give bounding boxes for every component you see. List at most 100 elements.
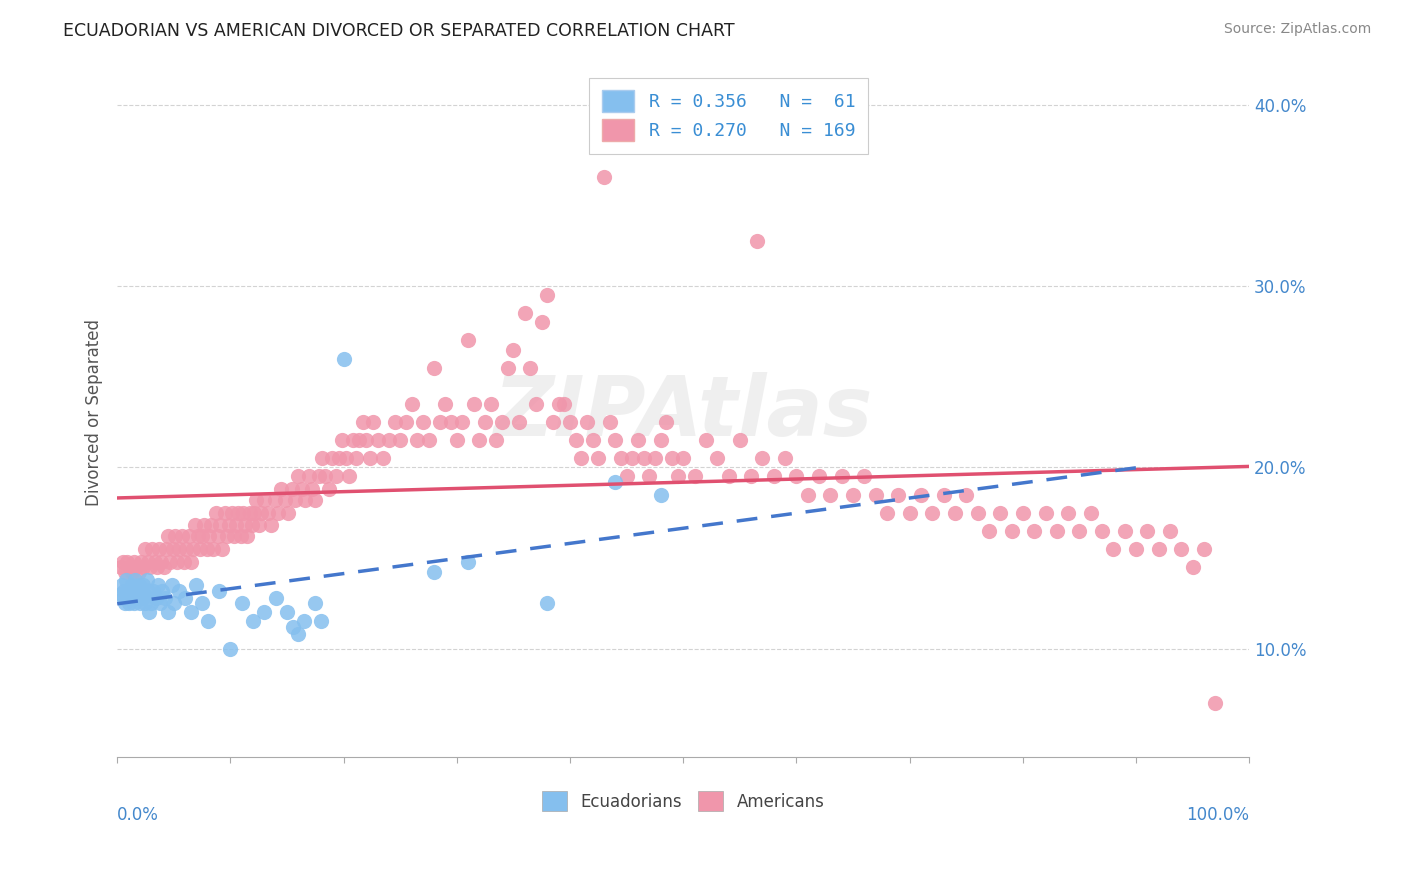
Point: [335, 451, 357, 466]
Y-axis label: Divorced or Separated: Divorced or Separated: [86, 319, 103, 507]
Point: [921, 506, 943, 520]
Point: [301, 482, 323, 496]
Point: [1136, 524, 1159, 538]
Point: [434, 397, 457, 411]
Point: [152, 583, 174, 598]
Point: [242, 615, 264, 629]
Point: [842, 487, 865, 501]
Point: [496, 360, 519, 375]
Point: [186, 578, 208, 592]
Point: [191, 529, 214, 543]
Point: [284, 493, 307, 508]
Point: [149, 596, 172, 610]
Point: [463, 397, 485, 411]
Point: [276, 606, 298, 620]
Point: [174, 541, 197, 556]
Point: [683, 469, 706, 483]
Point: [159, 555, 181, 569]
Point: [876, 506, 898, 520]
Point: [519, 360, 541, 375]
Point: [111, 555, 134, 569]
Point: [135, 573, 157, 587]
Point: [977, 524, 1000, 538]
Point: [253, 606, 276, 620]
Point: [169, 583, 191, 598]
Point: [485, 433, 508, 447]
Point: [638, 469, 661, 483]
Point: [378, 433, 401, 447]
Point: [610, 451, 633, 466]
Point: [373, 451, 395, 466]
Point: [423, 566, 446, 580]
Text: ECUADORIAN VS AMERICAN DIVORCED OR SEPARATED CORRELATION CHART: ECUADORIAN VS AMERICAN DIVORCED OR SEPAR…: [63, 22, 735, 40]
Point: [1080, 506, 1102, 520]
Point: [1024, 524, 1046, 538]
Point: [122, 596, 145, 610]
Point: [232, 506, 254, 520]
Point: [650, 487, 672, 501]
Point: [127, 591, 149, 605]
Point: [277, 506, 299, 520]
Point: [745, 234, 768, 248]
Point: [740, 469, 762, 483]
Point: [231, 596, 253, 610]
Point: [287, 469, 309, 483]
Point: [564, 433, 586, 447]
Point: [337, 469, 360, 483]
Point: [152, 560, 174, 574]
Point: [751, 451, 773, 466]
Point: [418, 433, 440, 447]
Point: [1204, 696, 1226, 710]
Point: [122, 555, 145, 569]
Point: [831, 469, 853, 483]
Point: [111, 591, 134, 605]
Point: [820, 487, 842, 501]
Point: [198, 529, 221, 543]
Point: [141, 541, 163, 556]
Point: [128, 578, 150, 592]
Point: [695, 433, 717, 447]
Point: [141, 596, 163, 610]
Point: [143, 555, 166, 569]
Point: [219, 641, 242, 656]
Point: [195, 541, 218, 556]
Point: [228, 506, 250, 520]
Point: [361, 415, 384, 429]
Point: [457, 555, 479, 569]
Point: [446, 433, 468, 447]
Point: [666, 469, 689, 483]
Point: [384, 415, 406, 429]
Point: [633, 451, 655, 466]
Point: [160, 578, 183, 592]
Point: [297, 469, 319, 483]
Point: [110, 560, 132, 574]
Point: [332, 433, 354, 447]
Point: [157, 606, 180, 620]
Point: [204, 506, 226, 520]
Point: [440, 415, 463, 429]
Point: [124, 573, 146, 587]
Point: [202, 541, 225, 556]
Point: [530, 315, 553, 329]
Point: [240, 518, 263, 533]
Legend: Ecuadorians, Americans: Ecuadorians, Americans: [536, 784, 831, 818]
Point: [887, 487, 910, 501]
Point: [955, 487, 977, 501]
Point: [728, 433, 751, 447]
Point: [524, 397, 547, 411]
Point: [311, 451, 333, 466]
Point: [134, 541, 156, 556]
Point: [243, 506, 266, 520]
Point: [208, 583, 231, 598]
Text: 0.0%: 0.0%: [117, 805, 159, 823]
Point: [174, 591, 197, 605]
Point: [163, 529, 186, 543]
Point: [181, 541, 204, 556]
Point: [1102, 541, 1125, 556]
Point: [352, 415, 374, 429]
Point: [773, 451, 796, 466]
Point: [197, 615, 219, 629]
Point: [253, 493, 276, 508]
Point: [508, 415, 530, 429]
Point: [762, 469, 785, 483]
